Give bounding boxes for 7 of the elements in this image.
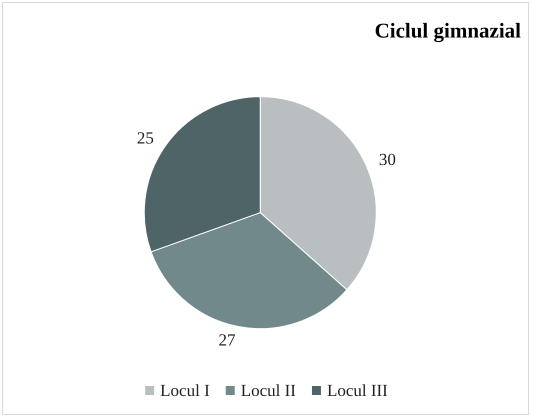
text: Ciclul gimnazial: [374, 18, 522, 42]
data-label: 25: [136, 128, 154, 148]
legend-label: Locul I: [160, 381, 210, 400]
legend-label: Locul II: [240, 381, 296, 400]
data-label: 30: [378, 150, 396, 169]
legend-label: Locul III: [326, 381, 388, 400]
data-label: 27: [218, 330, 236, 350]
